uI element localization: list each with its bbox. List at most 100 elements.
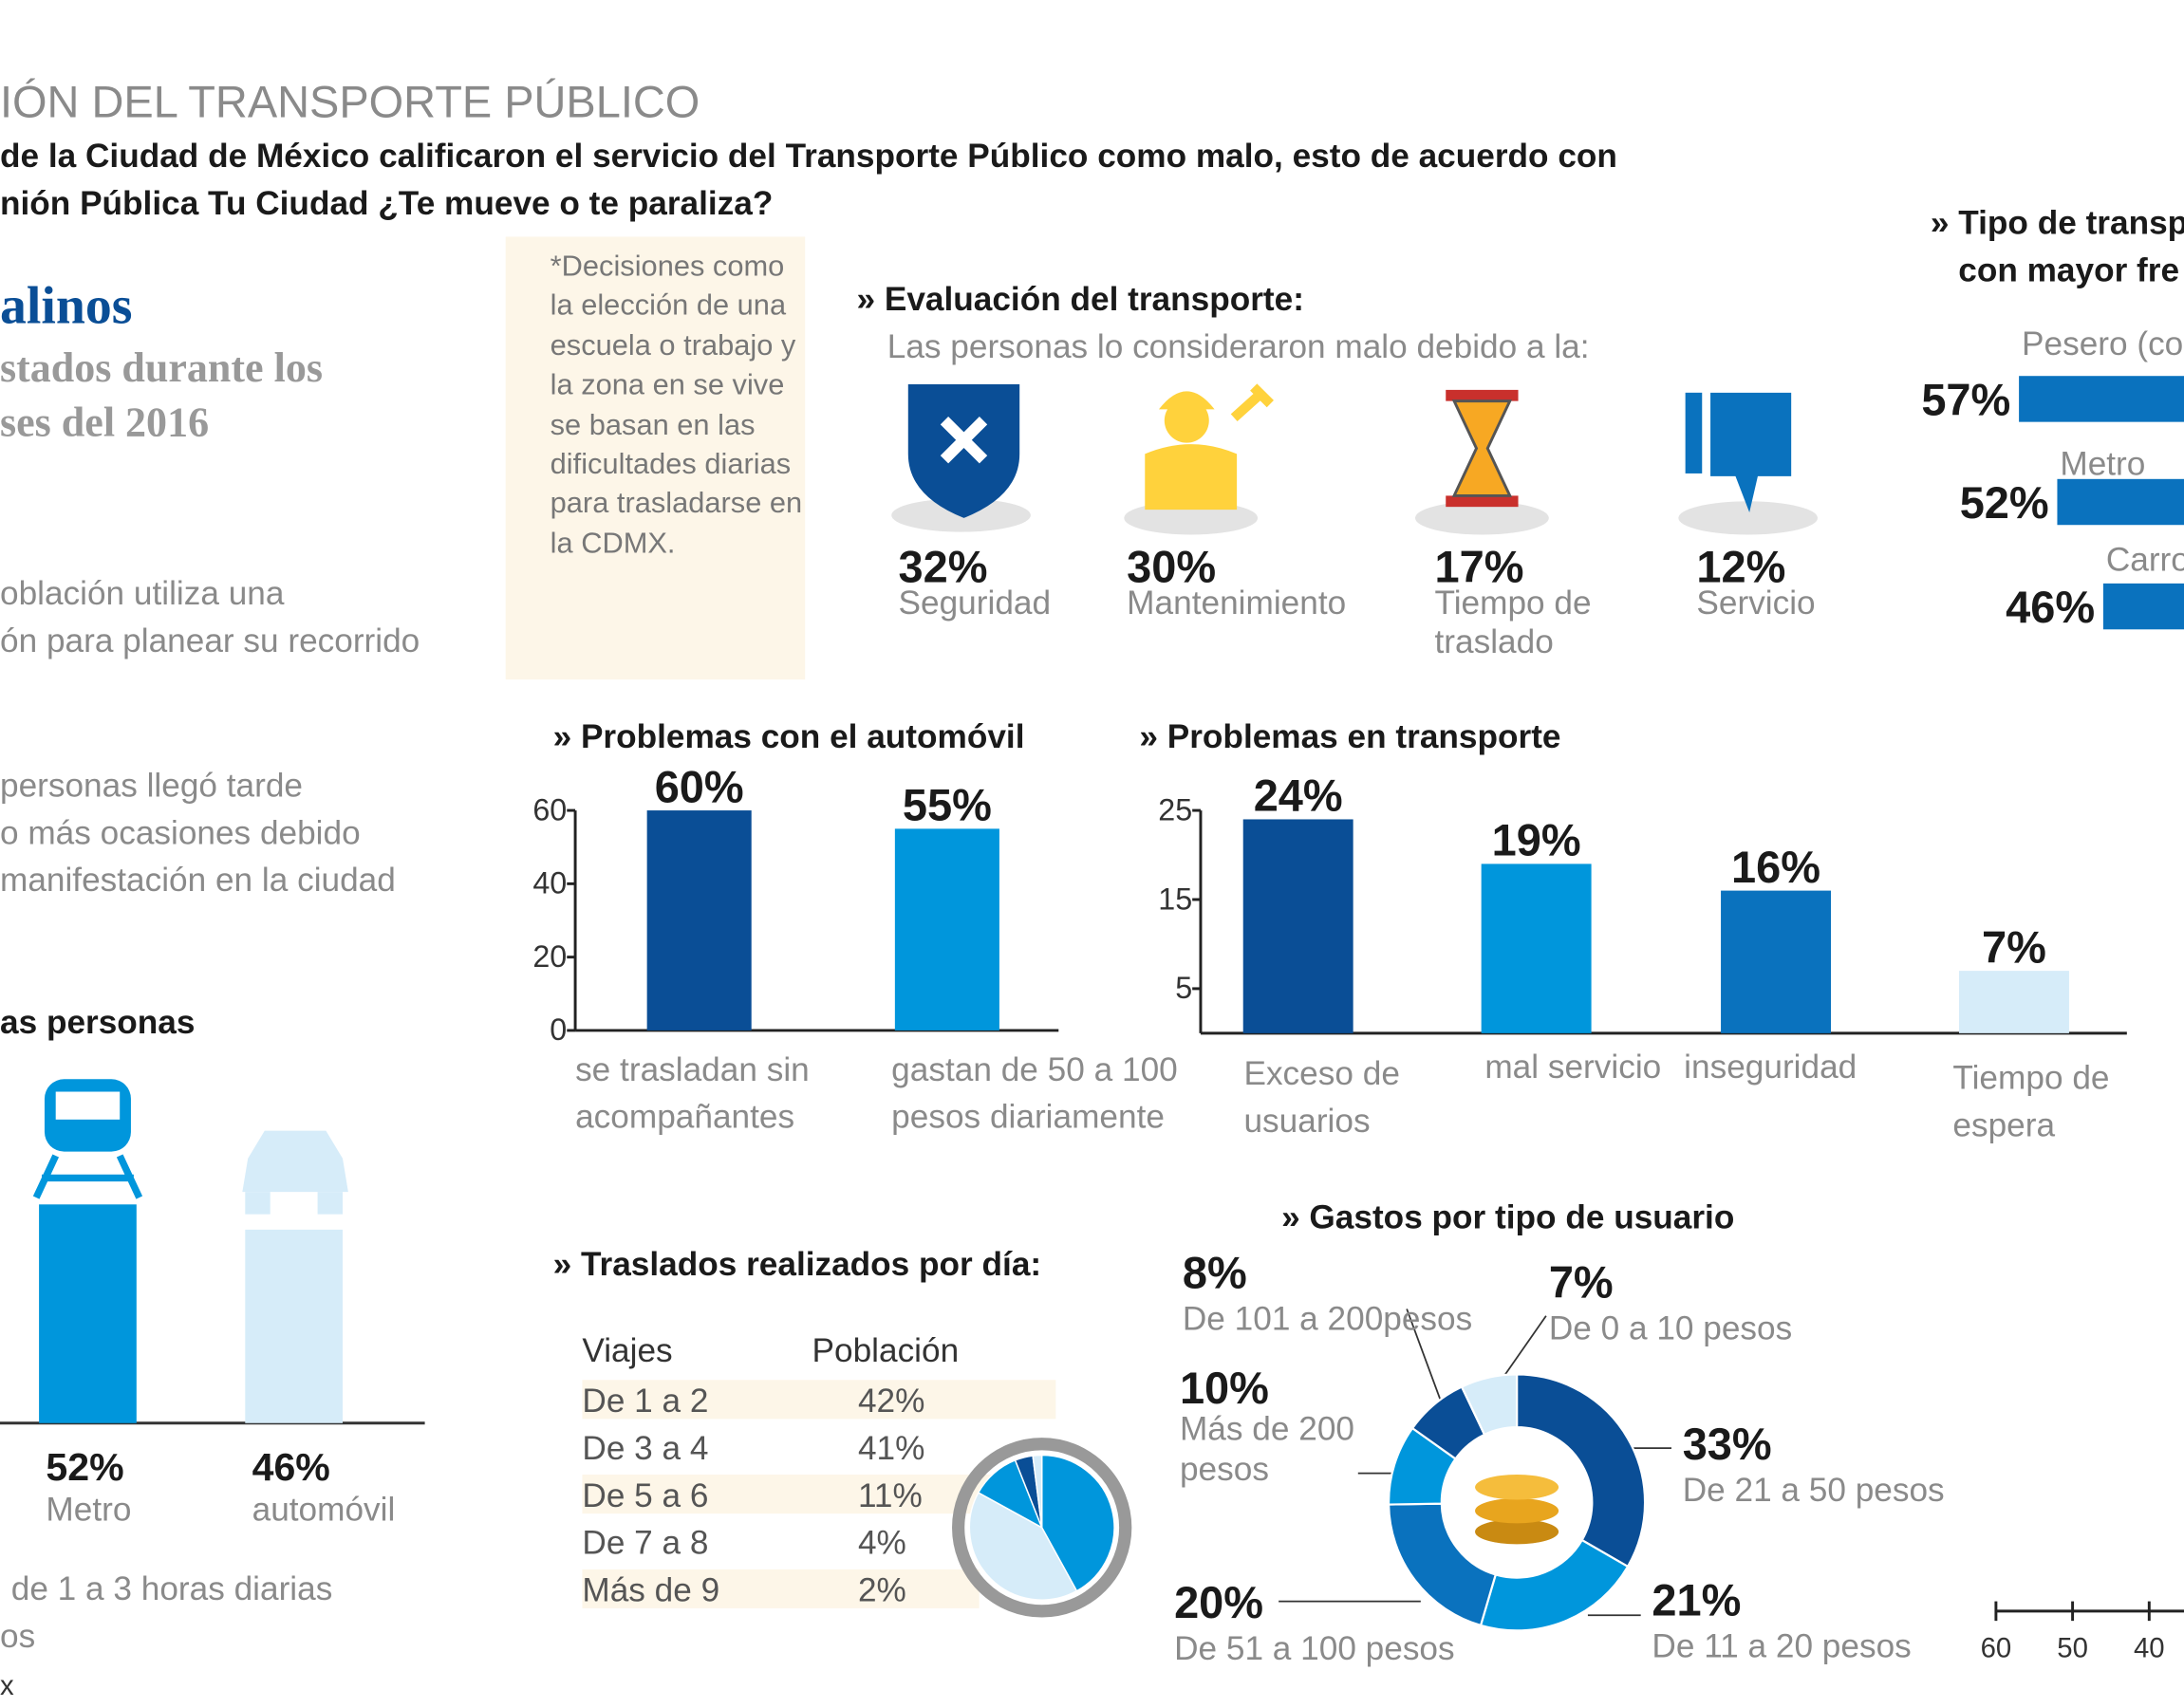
category-label-box: Servicio <box>1696 585 1816 622</box>
category-label: De 0 a 10 pesos <box>1549 1310 1792 1347</box>
category-label: De 11 a 20 pesos <box>1652 1627 1911 1664</box>
category-label-box: mal servicio <box>1484 1049 1662 1086</box>
value-label: 52% <box>46 1445 123 1489</box>
bar <box>2057 478 2184 526</box>
category-label: Metro <box>46 1491 131 1528</box>
value-label: 19% <box>1492 815 1581 865</box>
x-tick-label: 60 <box>1981 1632 2012 1663</box>
value-label: 52% <box>1960 477 2049 528</box>
category-label: Servicio <box>1696 585 1816 622</box>
leader-lines <box>1279 1309 1671 1617</box>
category-label: gastan de 50 a 100 pesos diariamente <box>891 1050 1178 1137</box>
category-label: De 101 a 200pesos <box>1183 1300 1472 1337</box>
category-label: se trasladan sin acompañantes <box>575 1050 810 1137</box>
row-stripe <box>582 1569 980 1608</box>
value-label: 20% <box>1174 1577 1263 1627</box>
icons <box>32 383 1819 1559</box>
bar <box>1481 863 1592 1033</box>
y-tick-label: 60 <box>532 792 567 826</box>
value-label: 8% <box>1183 1247 1247 1297</box>
x-tick-label: 50 <box>2057 1632 2088 1663</box>
donut-slice <box>1515 1373 1647 1569</box>
row-label: De 5 a 6 <box>582 1477 708 1514</box>
pie-slice <box>1040 1454 1115 1592</box>
x-tick-label: 40 <box>2134 1632 2165 1663</box>
title: IÓN DEL TRANSPORTE PÚBLICO <box>0 76 700 126</box>
category-label: mal servicio <box>1484 1049 1662 1086</box>
value-label: 46% <box>252 1445 330 1489</box>
row-value: 41% <box>858 1430 924 1467</box>
category-label-box: inseguridad <box>1684 1049 1857 1086</box>
intro-line: stados durante los <box>0 344 323 391</box>
bar <box>1242 819 1353 1033</box>
value-label: 32% <box>899 541 988 591</box>
value-label: 33% <box>1683 1419 1772 1469</box>
category-label: Más de 200 pesos <box>1179 1410 1355 1489</box>
value-label: 10% <box>1180 1363 1269 1413</box>
value-label: 21% <box>1652 1574 1741 1624</box>
chart-subtitle: Las personas lo consideraron malo debido… <box>887 328 1590 365</box>
pie-ring <box>952 1438 1132 1618</box>
bar <box>646 810 752 1030</box>
note-box <box>505 236 806 680</box>
footer-line: de 1 a 3 horas diarias <box>11 1570 333 1607</box>
row-stripe <box>582 1380 1056 1420</box>
category-label: Exceso de usuarios <box>1243 1055 1400 1141</box>
y-tick-label: 0 <box>550 1012 567 1047</box>
row-label: De 3 a 4 <box>582 1430 708 1467</box>
y-tick-label: 25 <box>1158 792 1192 826</box>
pie-slice <box>1032 1454 1043 1528</box>
value-label: 60% <box>655 761 744 811</box>
value-label: 24% <box>1254 770 1343 821</box>
value-label: 12% <box>1696 541 1785 591</box>
bar <box>2019 376 2184 422</box>
category-label: Pesero (co <box>2022 325 2183 362</box>
chart-title: » Gastos por tipo de usuario <box>1281 1198 1734 1235</box>
category-label-box: Tiempo de espera <box>1952 1059 2110 1145</box>
chart-title: » Traslados realizados por día: <box>553 1246 1042 1283</box>
category-label: automóvil <box>252 1491 396 1528</box>
y-tick-label: 40 <box>532 866 567 900</box>
pie-slice <box>968 1492 1078 1601</box>
value-label: 7% <box>1982 921 2046 972</box>
note-box: *Decisiones como la elección de una escu… <box>550 251 803 560</box>
bar <box>39 1204 137 1423</box>
row-label: Más de 9 <box>582 1572 719 1609</box>
bar <box>2102 583 2184 630</box>
bar <box>1959 971 2069 1033</box>
bar <box>245 1229 344 1423</box>
row-label: De 1 a 2 <box>582 1383 708 1420</box>
subtitle: de la Ciudad de México calificaron el se… <box>0 138 1617 175</box>
category-label: inseguridad <box>1684 1049 1857 1086</box>
y-tick-label: 5 <box>1175 971 1192 1005</box>
value-label: 7% <box>1549 1257 1614 1308</box>
category-label-box: Exceso de usuarios <box>1243 1055 1400 1141</box>
row-value: 11% <box>858 1477 923 1514</box>
row-label: De 7 a 8 <box>582 1525 708 1562</box>
value-label: 57% <box>1921 374 2010 424</box>
category-label-box: Más de 200 pesos <box>1179 1410 1355 1489</box>
row-value: 42% <box>858 1383 924 1420</box>
fact-line: manifestación en la ciudad <box>0 862 396 899</box>
row-value: 4% <box>858 1525 906 1562</box>
bar <box>1721 890 1831 1033</box>
y-tick-label: 15 <box>1158 882 1192 916</box>
fact-line: personas llegó tarde <box>0 767 303 804</box>
category-label-box: Seguridad <box>899 585 1052 622</box>
category-label: Tiempo de espera <box>1952 1059 2110 1145</box>
value-label: 46% <box>2006 582 2095 632</box>
category-label: Tiempo de traslado <box>1434 585 1592 662</box>
value-label: 17% <box>1434 541 1523 591</box>
intro-heading: alinos <box>0 276 132 335</box>
column-header: Viajes <box>582 1332 672 1369</box>
bar <box>894 828 999 1030</box>
intro-line: ses del 2016 <box>0 399 209 445</box>
category-label: Carro <box>2106 542 2184 579</box>
chart-title: » Evaluación del transporte: <box>856 281 1303 318</box>
note: *Decisiones como la elección de una escu… <box>550 251 803 560</box>
column-header: Población <box>812 1332 960 1369</box>
value-label: 55% <box>903 780 992 830</box>
category-label: Mantenimiento <box>1127 585 1347 622</box>
